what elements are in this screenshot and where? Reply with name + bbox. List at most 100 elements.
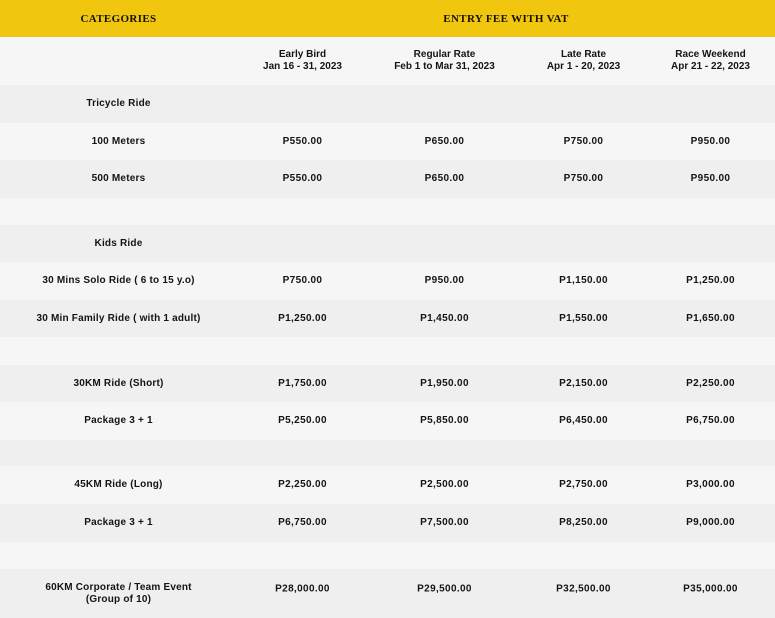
column-header-title: Race Weekend (675, 49, 746, 60)
empty-cell (521, 225, 646, 262)
price-cell: P1,150.00 (559, 275, 608, 287)
empty-cell (0, 542, 237, 569)
empty-cell (0, 337, 237, 365)
price-cell: P5,850.00 (420, 415, 469, 427)
empty-cell (521, 337, 646, 365)
empty-cell (237, 225, 368, 262)
category-label: Package 3 + 1 (0, 402, 237, 440)
empty-cell (237, 337, 368, 365)
category-label: 100 Meters (0, 123, 237, 160)
table-body: Tricycle Ride 100 Meters P550.00 P650.00 P75… (0, 85, 775, 618)
column-header-title: Regular Rate (413, 49, 476, 60)
price-cell: P6,750.00 (686, 415, 735, 427)
price-cell: P1,450.00 (420, 312, 469, 324)
empty-cell (368, 85, 521, 123)
category-label-line1: 45KM Ride (Long) (74, 479, 163, 491)
price-cell: P650.00 (424, 173, 465, 185)
empty-cell (237, 440, 368, 466)
empty-cell (646, 440, 775, 466)
empty-cell (646, 225, 775, 262)
price-cell: P3,000.00 (686, 479, 735, 491)
empty-cell (521, 440, 646, 466)
price-cell: P750.00 (282, 275, 323, 287)
category-label-line1: 30 Min Family Ride ( with 1 adult) (36, 312, 201, 324)
price-cell: P2,250.00 (278, 479, 327, 491)
category-label-line1: 30KM Ride (Short) (73, 377, 164, 389)
empty-cell (646, 85, 775, 123)
categories-header: CATEGORIES (80, 12, 157, 25)
empty-cell (521, 85, 646, 123)
price-cell: P950.00 (690, 135, 731, 147)
table-header-bar: CATEGORIES ENTRY FEE WITH VAT (0, 0, 775, 37)
price-cell: P2,500.00 (420, 479, 469, 491)
column-header-race-weekend: Race Weekend Apr 21 - 22, 2023 (646, 37, 775, 85)
price-cell: P2,150.00 (559, 377, 608, 389)
category-label: Tricycle Ride (0, 85, 237, 123)
category-label-line1: Kids Ride (94, 237, 143, 249)
price-cell: P1,250.00 (686, 275, 735, 287)
price-cell: P650.00 (424, 135, 465, 147)
empty-cell (237, 85, 368, 123)
category-label-line1: Package 3 + 1 (84, 415, 153, 427)
table-row-30-mins-solo-ride-6-to-15-y-o: 30 Mins Solo Ride ( 6 to 15 y.o) P750.00 P… (0, 262, 775, 300)
table-row-500-meters: 500 Meters P550.00 P650.00 P750.00 P950.00 (0, 160, 775, 198)
price-cell: P32,500.00 (556, 583, 611, 595)
category-label: 30KM Ride (Short) (0, 365, 237, 402)
column-header-dates: Apr 1 - 20, 2023 (546, 61, 621, 72)
empty-cell (368, 440, 521, 466)
spacer-row (0, 198, 775, 225)
column-header-dates: Feb 1 to Mar 31, 2023 (394, 61, 495, 72)
column-header-early-bird: Early Bird Jan 16 - 31, 2023 (237, 37, 368, 85)
price-cell: P1,250.00 (278, 312, 327, 324)
price-cell: P1,550.00 (559, 312, 608, 324)
price-cell: P950.00 (690, 173, 731, 185)
price-cell: P950.00 (424, 275, 465, 287)
price-cell: P750.00 (563, 173, 604, 185)
column-header-categories-spacer (0, 37, 237, 85)
category-label-line1: 60KM Corporate / Team Event (45, 582, 192, 593)
price-cell: P28,000.00 (275, 583, 330, 595)
empty-cell (646, 198, 775, 225)
empty-cell (646, 337, 775, 365)
table-row-30km-ride-short: 30KM Ride (Short) P1,750.00 P1,950.00 P2,15… (0, 365, 775, 402)
column-header-title: Late Rate (560, 49, 606, 60)
empty-cell (237, 198, 368, 225)
empty-cell (0, 440, 237, 466)
price-cell: P2,250.00 (686, 377, 735, 389)
category-label-line1: 100 Meters (91, 135, 146, 147)
section-row-kids-ride: Kids Ride (0, 225, 775, 262)
section-row-tricycle-ride: Tricycle Ride (0, 85, 775, 123)
price-cell: P1,950.00 (420, 377, 469, 389)
column-header-late-rate: Late Rate Apr 1 - 20, 2023 (521, 37, 646, 85)
category-label: 60KM Corporate / Team Event (Group of 10) (0, 569, 237, 618)
column-header-regular-rate: Regular Rate Feb 1 to Mar 31, 2023 (368, 37, 521, 85)
category-label-line1: Package 3 + 1 (84, 517, 153, 529)
price-cell: P550.00 (282, 173, 323, 185)
table-row-45km-ride-long: 45KM Ride (Long) P2,250.00 P2,500.00 P2,750… (0, 466, 775, 504)
price-cell: P750.00 (563, 135, 604, 147)
price-cell: P550.00 (282, 135, 323, 147)
column-header-dates: Apr 21 - 22, 2023 (671, 61, 750, 72)
category-label: Package 3 + 1 (0, 504, 237, 542)
price-cell: P29,500.00 (417, 583, 472, 595)
spacer-row (0, 542, 775, 569)
price-cell: P9,000.00 (686, 517, 735, 529)
empty-cell (368, 225, 521, 262)
category-label-line1: 500 Meters (91, 173, 146, 185)
price-cell: P35,000.00 (683, 583, 738, 595)
spacer-row (0, 440, 775, 466)
price-cell: P6,750.00 (278, 517, 327, 529)
column-header-title: Early Bird (278, 49, 327, 60)
table-row-100-meters: 100 Meters P550.00 P650.00 P750.00 P950.00 (0, 123, 775, 160)
price-cell: P1,650.00 (686, 312, 735, 324)
category-label: 45KM Ride (Long) (0, 466, 237, 504)
category-label-line1: Tricycle Ride (86, 98, 151, 110)
price-cell: P7,500.00 (420, 517, 469, 529)
spacer-row (0, 337, 775, 365)
category-label: 30 Min Family Ride ( with 1 adult) (0, 300, 237, 337)
table-row-60km-corporate-team-event: 60KM Corporate / Team Event (Group of 10)… (0, 569, 775, 618)
category-label: Kids Ride (0, 225, 237, 262)
price-cell: P1,750.00 (278, 377, 327, 389)
empty-cell (368, 337, 521, 365)
category-label: 30 Mins Solo Ride ( 6 to 15 y.o) (0, 262, 237, 300)
